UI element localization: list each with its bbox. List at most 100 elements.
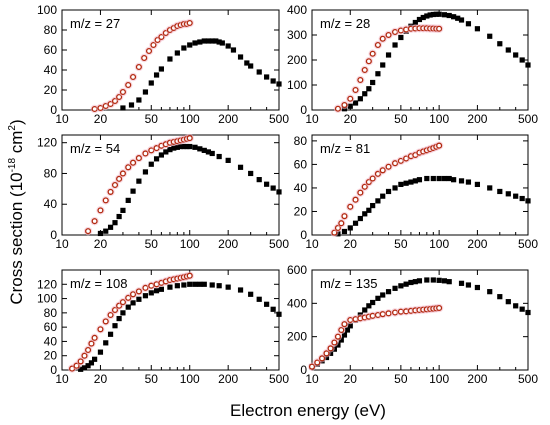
data-point-circle	[379, 167, 386, 174]
data-point-circle	[116, 93, 123, 101]
y-tick-label: 200	[287, 330, 307, 344]
data-point-square	[412, 19, 418, 26]
data-point-square	[197, 39, 203, 45]
data-point-square	[487, 289, 493, 295]
data-point-square	[216, 153, 222, 160]
data-point-square	[424, 277, 430, 283]
data-point-square	[341, 332, 348, 338]
y-tick-label: 80	[44, 23, 58, 37]
data-point-square	[370, 79, 376, 86]
data-point-square	[487, 33, 493, 39]
data-point-square	[362, 307, 368, 313]
x-tick-label: 20	[344, 237, 358, 251]
data-point-circle	[334, 105, 342, 112]
data-point-square	[178, 143, 184, 150]
series-filled-squares	[97, 143, 282, 237]
data-point-square	[103, 228, 109, 234]
x-tick-label: 100	[429, 372, 449, 386]
y-axis-title-close: )	[7, 119, 26, 125]
data-point-square	[474, 284, 481, 291]
data-point-square	[116, 213, 122, 220]
data-point-square	[366, 86, 372, 92]
data-point-circle	[119, 88, 126, 96]
data-point-square	[398, 34, 404, 41]
data-point-square	[420, 14, 426, 21]
y-tick-label: 40	[44, 197, 58, 211]
chart-panel-1: 10 20 50 100 200 500 0 20 40 60 80 100 m/z = 27	[37, 3, 289, 126]
data-point-square	[256, 296, 262, 302]
data-point-square	[276, 81, 282, 87]
chart-panel-6: 10 20 50 100 200 500 0 200 400 600 m/z = 135	[287, 263, 538, 386]
data-point-circle	[385, 163, 392, 170]
data-point-square	[497, 41, 503, 47]
x-tick-label: 200	[218, 372, 238, 386]
data-point-square	[153, 72, 160, 78]
data-point-circle	[135, 63, 142, 71]
y-tick-label: 60	[294, 157, 308, 171]
data-point-circle	[186, 19, 193, 27]
chart-panel-2: 10 20 50 100 200 500 0 100 200 300 400 m/z = 28	[287, 3, 538, 126]
data-point-square	[209, 282, 215, 288]
data-point-circle	[186, 135, 193, 142]
data-point-square	[458, 17, 465, 23]
panel-label: m/z = 135	[320, 276, 377, 291]
data-point-square	[167, 284, 173, 290]
data-point-circle	[385, 310, 392, 317]
x-tick-label: 20	[94, 112, 108, 126]
data-point-square	[174, 50, 180, 56]
data-point-square	[209, 150, 215, 157]
data-point-square	[347, 323, 353, 329]
x-tick-label: 10	[55, 112, 69, 126]
data-point-circle	[186, 272, 193, 279]
x-tick-label: 20	[344, 112, 358, 126]
data-point-square	[197, 281, 203, 287]
data-point-square	[436, 175, 442, 182]
data-point-circle	[365, 58, 372, 65]
data-point-square	[237, 54, 244, 60]
plot-frame	[311, 134, 529, 236]
data-point-square	[181, 282, 187, 288]
data-point-square	[270, 78, 276, 84]
y-axis-title-main: Cross section (10	[7, 172, 26, 304]
x-tick-label: 500	[518, 237, 538, 251]
series-filled-squares	[120, 38, 282, 111]
data-point-circle	[357, 76, 364, 84]
panel-label: m/z = 27	[70, 16, 120, 31]
x-tick-label: 10	[305, 112, 319, 126]
data-point-square	[136, 296, 142, 302]
data-point-square	[392, 185, 398, 191]
data-point-square	[112, 323, 118, 329]
series-filled-squares	[78, 281, 282, 372]
data-point-square	[505, 191, 511, 197]
x-tick-label: 20	[94, 237, 108, 251]
data-point-square	[474, 181, 481, 188]
data-point-square	[436, 277, 442, 283]
data-point-circle	[357, 189, 364, 196]
data-point-square	[357, 96, 363, 102]
data-point-circle	[88, 340, 95, 347]
x-tick-label: 20	[344, 372, 358, 386]
data-point-square	[474, 26, 481, 32]
data-point-square	[513, 52, 519, 58]
data-point-square	[513, 303, 519, 309]
panel-label: m/z = 28	[320, 16, 370, 31]
x-tick-label: 20	[94, 372, 108, 386]
x-tick-label: 500	[269, 112, 289, 126]
data-point-square	[519, 195, 525, 202]
y-tick-label: 0	[300, 103, 307, 117]
data-point-circle	[150, 41, 157, 49]
data-point-square	[237, 164, 244, 170]
x-tick-label: 50	[145, 112, 159, 126]
data-point-circle	[341, 321, 348, 328]
data-point-circle	[331, 229, 338, 236]
data-point-square	[458, 178, 465, 184]
data-point-circle	[142, 150, 149, 157]
data-point-circle	[391, 309, 399, 316]
panel-label: m/z = 108	[70, 276, 127, 291]
data-point-circle	[347, 203, 354, 210]
data-point-circle	[369, 50, 376, 57]
data-point-square	[270, 185, 276, 191]
data-point-square	[352, 220, 359, 226]
data-point-square	[248, 63, 254, 69]
data-point-circle	[323, 350, 330, 357]
